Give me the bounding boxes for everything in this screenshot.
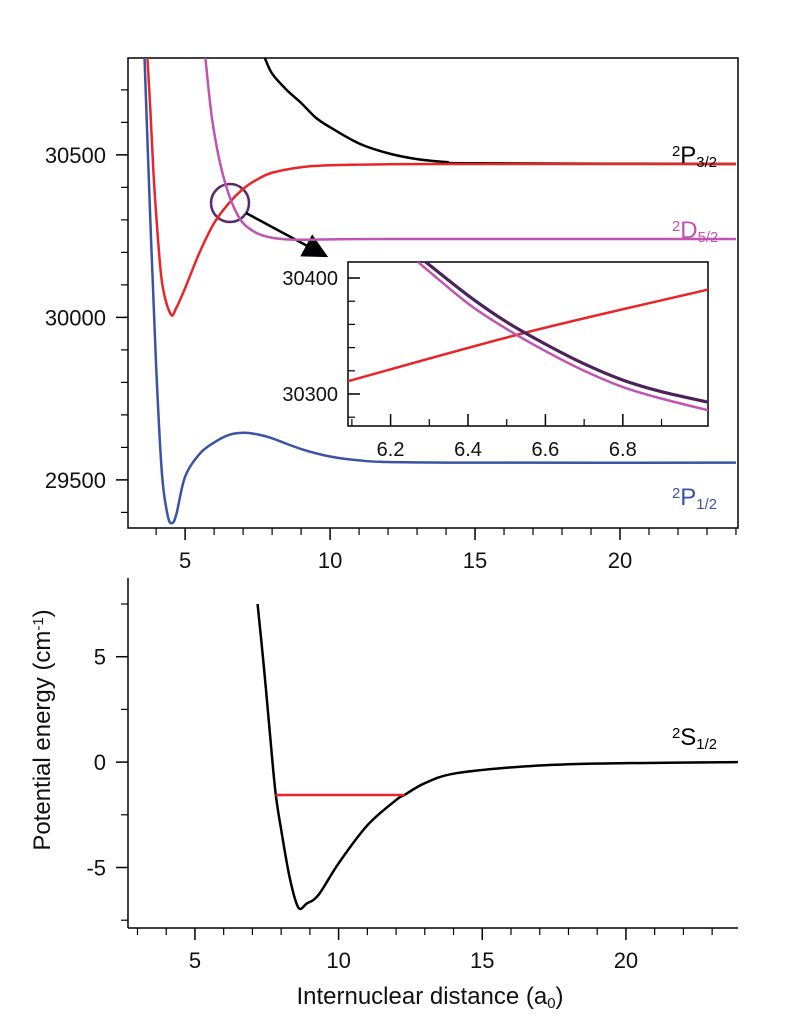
x-tick-label: 5 (189, 948, 201, 973)
label-part: 2 (672, 726, 680, 742)
label: Internuclear distance (a0) (296, 983, 563, 1012)
plot-area (143, 58, 736, 525)
label-part: 2 (672, 486, 680, 502)
curve (263, 58, 736, 166)
plot-frame (127, 57, 739, 529)
label-part: ) (29, 609, 56, 617)
label-part: 0 (547, 996, 555, 1012)
x-tick-label: 6.4 (454, 439, 482, 461)
label-part: P (680, 142, 696, 169)
label: 2P3/2 (672, 142, 717, 171)
x-tick-label: 10 (318, 548, 342, 573)
highlight-circle (209, 182, 251, 224)
curve (143, 58, 736, 525)
y-tick-label: 30400 (282, 268, 338, 290)
curve (424, 262, 708, 404)
y-tick-label: -5 (86, 855, 106, 880)
x-tick-label: 10 (326, 948, 350, 973)
curve (256, 604, 738, 911)
label-part: P (680, 484, 696, 511)
label: 2P1/2 (672, 484, 717, 513)
curve (416, 262, 708, 412)
y-tick-label: 29500 (45, 468, 106, 493)
x-tick-label: 6.6 (532, 439, 560, 461)
label: 2D5/2 (672, 217, 718, 246)
y-tick-label: 30300 (282, 384, 338, 406)
y-tick-label: 30000 (45, 305, 106, 330)
label-part: D (680, 217, 697, 244)
x-tick-label: 20 (614, 948, 638, 973)
label-part: S (680, 724, 696, 751)
label: Potential energy (cm-1) (29, 609, 56, 850)
y-tick-label: 30500 (45, 143, 106, 168)
label-part: ) (556, 983, 564, 1010)
y-tick-label: 5 (94, 645, 106, 670)
y-tick-label: 0 (94, 750, 106, 775)
x-tick-label: 20 (608, 548, 632, 573)
plot-area (256, 604, 738, 911)
x-tick-label: 15 (463, 548, 487, 573)
label-part: Potential energy (cm (29, 631, 56, 851)
label-part: 2 (672, 219, 680, 235)
label-part: Internuclear distance (a (296, 983, 547, 1010)
curve (146, 58, 736, 317)
zoom-arrow (245, 211, 329, 258)
label: 2S1/2 (672, 724, 717, 753)
label-part: -1 (31, 617, 47, 630)
label-part: 5/2 (698, 230, 719, 246)
label-part: 3/2 (696, 155, 717, 171)
label-part: 2 (672, 144, 680, 160)
plot-frame (347, 261, 709, 427)
x-tick-label: 15 (470, 948, 494, 973)
curve (204, 58, 736, 241)
x-tick-label: 5 (179, 548, 191, 573)
label-part: 1/2 (696, 497, 717, 513)
plot-area (348, 262, 708, 412)
label-part: 1/2 (696, 737, 717, 753)
x-tick-label: 6.8 (609, 439, 637, 461)
x-tick-label: 6.2 (377, 439, 405, 461)
